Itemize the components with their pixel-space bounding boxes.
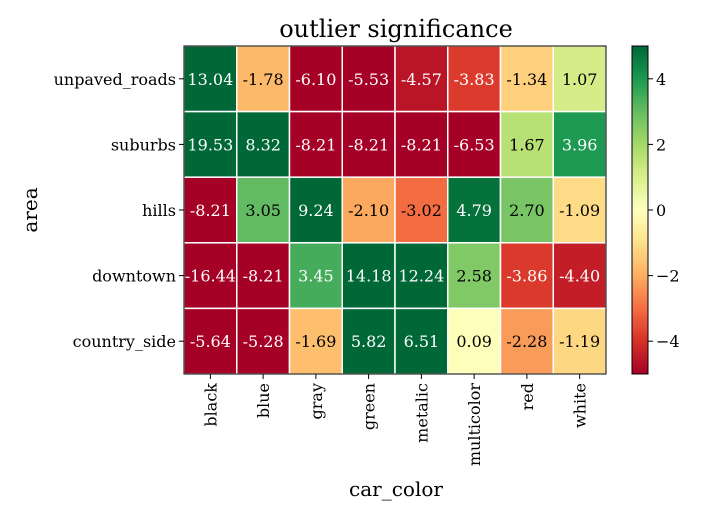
x-tick-label: blue: [254, 383, 273, 418]
cell-value-label: 1.07: [562, 70, 598, 89]
heatmap-cell: [288, 242, 343, 310]
colorbar-tick-label: −4: [656, 332, 680, 351]
heatmap-cell: [499, 176, 554, 244]
heatmap-cell: [447, 45, 502, 113]
cell-value-label: 5.82: [351, 332, 387, 351]
heatmap-cell: [447, 176, 502, 244]
heatmap-cell: [288, 176, 343, 244]
cell-value-label: 3.96: [562, 135, 598, 154]
cell-value-label: 12.24: [398, 267, 444, 286]
chart-title: outlier significance: [279, 15, 513, 43]
heatmap-cell: [552, 307, 607, 375]
cell-value-label: 1.67: [509, 135, 545, 154]
x-tick-label: green: [360, 383, 379, 430]
colorbar-gradient: [631, 45, 649, 375]
cell-value-label: -6.53: [454, 135, 495, 154]
colorbar: 4 2 0 −2 −4: [631, 45, 680, 375]
cell-value-label: -8.21: [348, 135, 389, 154]
heatmap-cell: [341, 110, 396, 178]
heatmap-cell: [552, 110, 607, 178]
heatmap-cell: [499, 242, 554, 310]
cell-value-label: -6.10: [295, 70, 336, 89]
cell-value-label: -8.21: [190, 201, 231, 220]
cell-value-label: 14.18: [346, 267, 392, 286]
cell-value-label: 9.24: [298, 201, 334, 220]
y-tick-label: unpaved_roads: [54, 70, 176, 89]
heatmap-cell: [236, 45, 291, 113]
y-tick-label: downtown: [92, 267, 176, 286]
cell-value-label: 6.51: [404, 332, 440, 351]
cell-value-label: -2.10: [348, 201, 389, 220]
x-tick-label: red: [518, 383, 537, 410]
heatmap-cell: [236, 110, 291, 178]
x-axis-ticks: black blue gray green metalic multicolor red wh…: [201, 374, 590, 466]
cell-value-label: -5.64: [190, 332, 231, 351]
y-tick-label: suburbs: [111, 135, 176, 154]
heatmap-cell: [394, 242, 449, 310]
colorbar-tick-label: 0: [656, 201, 666, 220]
cell-value-label: -3.02: [401, 201, 442, 220]
x-tick-label: black: [201, 383, 220, 427]
cell-value-label: 2.58: [456, 267, 492, 286]
heatmap-cell: [447, 110, 502, 178]
cell-value-label: 2.70: [509, 201, 545, 220]
y-axis-label: area: [18, 187, 42, 232]
heatmap-cell: [552, 45, 607, 113]
cell-value-label: -1.69: [295, 332, 336, 351]
cell-value-label: -2.28: [506, 332, 547, 351]
cell-value-label: 0.09: [456, 332, 492, 351]
heatmap-cell: [394, 176, 449, 244]
cell-value-label: -3.86: [506, 267, 547, 286]
heatmap-cell: [341, 242, 396, 310]
x-tick-label: metalic: [412, 383, 431, 443]
x-tick-label: white: [571, 383, 590, 428]
cell-value-label: 8.32: [245, 135, 281, 154]
cell-value-label: -8.21: [243, 267, 284, 286]
cell-value-label: -8.21: [401, 135, 442, 154]
heatmap-cell: [236, 176, 291, 244]
cell-value-label: 19.53: [187, 135, 233, 154]
cell-value-label: 3.45: [298, 267, 334, 286]
cell-value-label: -3.83: [454, 70, 495, 89]
cell-value-label: -5.28: [243, 332, 284, 351]
cell-value-label: -4.40: [559, 267, 600, 286]
heatmap-cell: [341, 307, 396, 375]
heatmap-cell: [341, 176, 396, 244]
cell-value-label: -1.34: [506, 70, 547, 89]
heatmap-cell: [394, 307, 449, 375]
cell-value-label: 3.05: [245, 201, 281, 220]
cell-value-label: -4.57: [401, 70, 442, 89]
x-tick-label: gray: [307, 383, 326, 419]
x-tick-label: multicolor: [465, 383, 484, 466]
colorbar-tick-label: −2: [656, 267, 680, 286]
colorbar-tick-label: 2: [656, 135, 666, 154]
heatmap-cell-labels: 13.04 -1.78 -6.10 -5.53 -4.57 -3.83 -1.34 1.07 1…: [185, 70, 600, 351]
y-tick-label: country_side: [73, 332, 176, 351]
cell-value-label: -16.44: [185, 267, 236, 286]
cell-value-label: 13.04: [187, 70, 233, 89]
cell-value-label: -1.19: [559, 332, 600, 351]
cell-value-label: -1.09: [559, 201, 600, 220]
y-tick-label: hills: [142, 201, 176, 220]
colorbar-tick-label: 4: [656, 70, 666, 89]
cell-value-label: -8.21: [295, 135, 336, 154]
cell-value-label: -5.53: [348, 70, 389, 89]
cell-value-label: 4.79: [456, 201, 492, 220]
cell-value-label: -1.78: [243, 70, 284, 89]
x-axis-label: car_color: [349, 477, 443, 501]
